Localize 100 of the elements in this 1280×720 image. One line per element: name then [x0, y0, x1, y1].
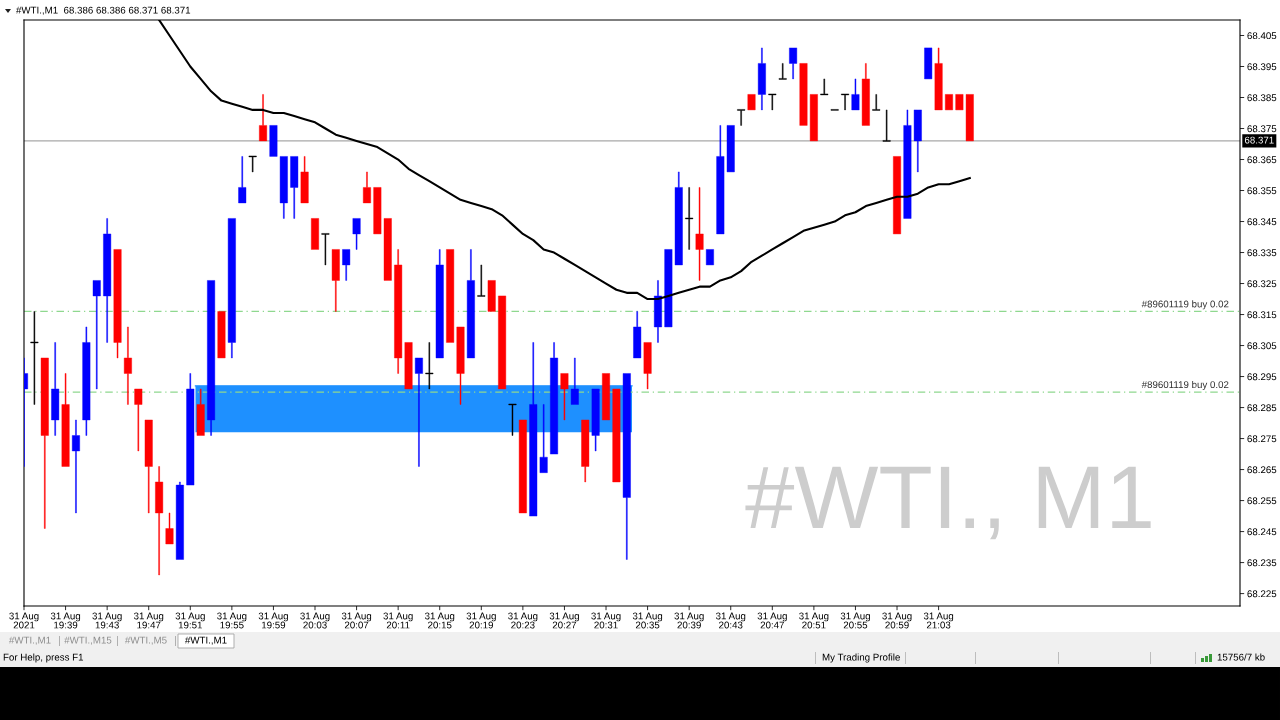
candlestick — [768, 93, 777, 111]
y-tick-label: 68.265 — [1247, 466, 1277, 474]
x-tick-label: 31 Aug 20:27 — [549, 612, 579, 629]
candlestick — [352, 218, 361, 250]
x-tick-label: 31 Aug 20:31 — [591, 612, 621, 629]
candlestick — [737, 109, 746, 126]
candlestick — [248, 155, 257, 173]
y-tick-label: 68.315 — [1247, 311, 1277, 319]
y-tick-label: 68.355 — [1247, 187, 1277, 195]
candlestick — [747, 94, 756, 111]
candlestick — [477, 264, 486, 297]
candlestick — [61, 373, 70, 467]
candlestick — [123, 326, 132, 405]
y-tick-label: 68.305 — [1247, 342, 1277, 350]
candlestick — [934, 47, 943, 111]
candlestick — [851, 78, 860, 111]
candlestick — [217, 311, 226, 359]
candlestick — [882, 109, 891, 142]
candlestick — [508, 403, 517, 436]
candlestick — [134, 388, 143, 452]
candlestick — [82, 326, 91, 436]
y-tick-label: 68.385 — [1247, 94, 1277, 102]
candlestick — [51, 342, 60, 436]
candlestick — [435, 249, 444, 359]
candlestick — [685, 187, 694, 250]
y-tick-label: 68.235 — [1247, 559, 1277, 567]
x-tick-label: 31 Aug 20:55 — [840, 612, 870, 629]
candlestick — [466, 249, 475, 359]
text: #WTI.,M5 — [124, 636, 167, 645]
text: My Trading Profile — [822, 653, 900, 663]
candlestick — [425, 342, 434, 390]
text: #WTI.,M1 — [8, 636, 51, 645]
y-tick-label: 68.295 — [1247, 373, 1277, 381]
candlestick — [186, 373, 195, 486]
x-tick-label: 31 Aug 19:47 — [133, 612, 164, 629]
chart-title: #WTI.,M1 68.386 68.386 68.371 68.371 — [16, 6, 191, 15]
x-tick-label: 31 Aug 20:47 — [757, 612, 787, 629]
candlestick — [113, 249, 122, 359]
y-tick-label: 68.405 — [1247, 32, 1277, 40]
y-tick-label: 68.325 — [1247, 280, 1277, 288]
candlestick — [238, 156, 247, 204]
candlestick — [550, 342, 558, 455]
candlestick — [872, 94, 881, 111]
x-tick-label: 31 Aug 20:19 — [466, 612, 496, 629]
candlestick — [311, 218, 319, 250]
candlestick — [893, 156, 901, 235]
candlestick — [300, 156, 309, 204]
candlestick — [331, 249, 340, 312]
text: #WTI.,M15 — [64, 636, 112, 645]
candlestick — [633, 311, 642, 359]
candlestick — [643, 342, 652, 390]
candlestick — [72, 419, 80, 514]
candlestick — [789, 47, 798, 80]
candlestick — [622, 373, 631, 560]
ref-line-label: 68.371 — [1244, 136, 1274, 144]
candlestick — [487, 280, 496, 312]
y-tick-label: 68.335 — [1247, 249, 1277, 257]
candlestick — [581, 419, 590, 483]
candlestick — [155, 466, 164, 576]
candlestick — [560, 373, 569, 421]
candlestick — [196, 388, 205, 436]
x-tick-label: 31 Aug 20:59 — [882, 612, 912, 629]
x-tick-label: 31 Aug 19:51 — [175, 612, 205, 629]
candlestick — [144, 419, 153, 514]
candlestick — [227, 218, 236, 359]
x-tick-label: 31 Aug 20:15 — [424, 612, 455, 629]
candlestick — [945, 94, 953, 111]
ref-line-label: #89601119 buy 0.02 — [1141, 380, 1229, 390]
candlestick — [654, 280, 662, 343]
candlestick — [414, 357, 423, 467]
candlestick — [841, 93, 850, 111]
x-tick-label: 31 Aug 20:11 — [383, 612, 413, 629]
text: For Help, press F1 — [3, 653, 84, 663]
candlestick — [695, 187, 704, 281]
candlestick — [757, 47, 766, 111]
y-tick-label: 68.345 — [1247, 218, 1277, 226]
x-tick-label: 31 Aug 20:23 — [508, 612, 538, 629]
x-tick-label: 31 Aug 19:39 — [50, 612, 81, 629]
y-tick-label: 68.225 — [1247, 590, 1277, 598]
candlestick — [861, 63, 870, 126]
candlestick — [498, 295, 507, 390]
candlestick — [706, 249, 714, 266]
candlestick — [165, 512, 174, 545]
candlestick — [259, 94, 267, 142]
x-tick-label: 31 Aug 19:59 — [258, 612, 288, 629]
candlestick — [103, 218, 112, 343]
candlestick — [207, 280, 216, 436]
x-tick-label: 31 Aug 20:43 — [715, 612, 746, 629]
x-tick-label: 31 Aug 2021 — [9, 612, 39, 629]
y-tick-label: 68.245 — [1247, 528, 1277, 536]
y-tick-label: 68.285 — [1247, 404, 1277, 412]
ref-line-label: #89601119 buy 0.02 — [1141, 300, 1229, 310]
candlestick — [290, 156, 299, 219]
candlestick — [602, 373, 610, 421]
x-tick-label: 31 Aug 20:51 — [799, 612, 829, 629]
y-tick-label: 68.365 — [1247, 156, 1277, 164]
candlestick — [820, 78, 829, 96]
candlestick — [612, 388, 621, 483]
x-tick-label: 31 Aug 20:39 — [674, 612, 704, 629]
candlestick — [321, 233, 330, 266]
